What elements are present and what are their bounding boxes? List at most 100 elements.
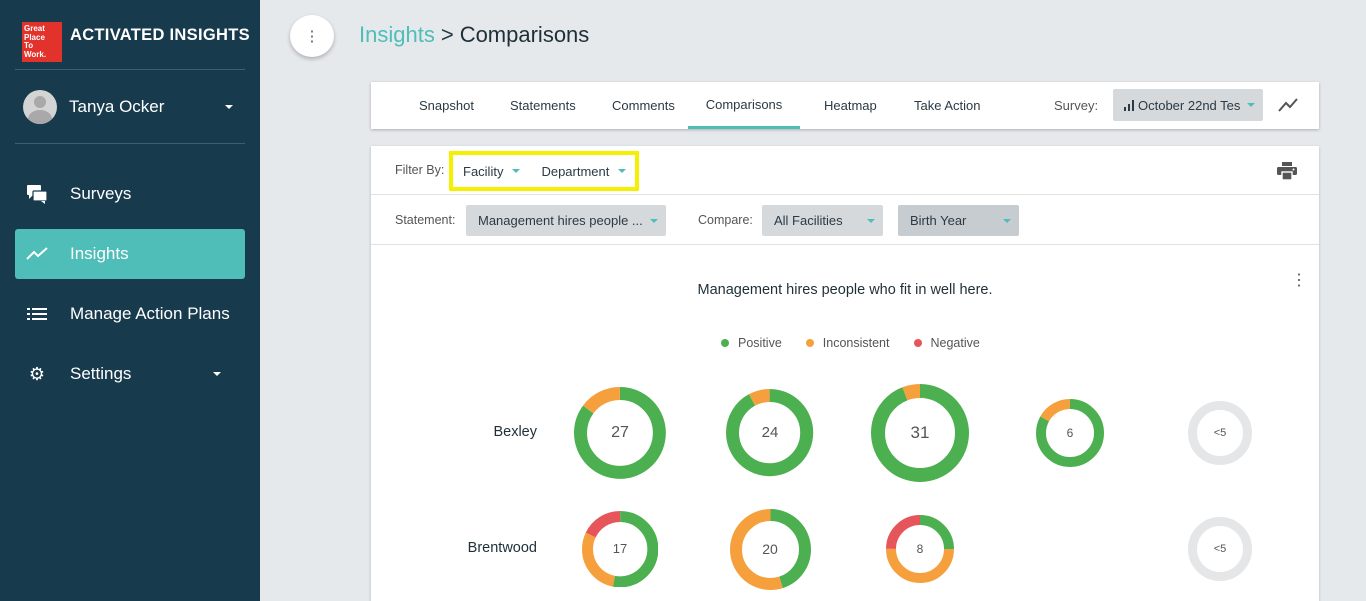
tab-take-action[interactable]: Take Action [914, 98, 981, 113]
survey-label: Survey: [1054, 98, 1099, 113]
compare-second-select[interactable]: Birth Year [898, 205, 1019, 236]
filter-row: Filter By: Facility Department [371, 146, 1319, 195]
printer-icon [1277, 162, 1297, 181]
donut-segment-inconsistent [726, 389, 814, 477]
vertical-dots-icon: ⋮ [1291, 272, 1307, 289]
avatar [23, 90, 57, 124]
donut-chart[interactable]: 31 [871, 384, 969, 482]
donut-count-label: 6 [1066, 426, 1074, 440]
tab-comparisons[interactable]: Comparisons [688, 82, 800, 129]
survey-value: October 22nd Tes [1138, 97, 1241, 113]
legend-item-negative: Negative [913, 336, 980, 350]
page-title: Comparisons [459, 22, 590, 47]
sidebar: Great Place To Work. ACTIVATED INSIGHTS … [0, 0, 260, 601]
tab-bar: Snapshot Statements Comments Comparisons… [371, 82, 1319, 129]
donut-chart[interactable]: 6 [1036, 399, 1104, 467]
donut-count-label: 17 [612, 541, 628, 557]
donut-chart[interactable]: 24 [726, 389, 814, 477]
chevron-down-icon [650, 219, 658, 223]
chevron-down-icon [1247, 103, 1255, 107]
donut-chart[interactable]: 8 [886, 515, 954, 583]
statement-select[interactable]: Management hires people ... [466, 205, 666, 236]
sidebar-item-insights[interactable]: Insights [15, 229, 245, 279]
filter-highlight-box: Facility Department [449, 151, 639, 191]
legend-item-inconsistent: Inconsistent [805, 336, 890, 350]
survey-select[interactable]: October 22nd Tes [1113, 89, 1263, 121]
chevron-down-icon [867, 219, 875, 223]
chevron-down-icon [213, 372, 221, 376]
chart-legend: Positive Inconsistent Negative [721, 336, 1004, 350]
donut-segment-inconsistent [1036, 399, 1104, 467]
comparisons-panel: Filter By: Facility Department Statement… [371, 146, 1319, 601]
sidebar-divider [15, 143, 245, 144]
breadcrumb-separator: > [440, 22, 454, 47]
breadcrumb-insights-link[interactable]: Insights [359, 22, 435, 47]
sidebar-item-label: Settings [70, 364, 132, 383]
statement-label: Statement: [395, 213, 456, 227]
tab-snapshot[interactable]: Snapshot [419, 98, 474, 113]
sidebar-divider [15, 69, 245, 70]
donut-chart[interactable]: <5 [1188, 401, 1252, 465]
donut-count-label: <5 [1213, 543, 1227, 555]
trend-chart-button[interactable] [1277, 94, 1299, 116]
filter-facility-dropdown[interactable]: Facility [463, 164, 521, 179]
donut-empty-ring [1188, 517, 1252, 581]
donut-count-label: 20 [762, 541, 778, 557]
sidebar-item-label: Manage Action Plans [70, 304, 230, 323]
legend-item-positive: Positive [721, 336, 782, 350]
chevron-down-icon [512, 169, 521, 173]
donut-chart[interactable]: 17 [581, 510, 659, 588]
chevron-down-icon [1003, 219, 1011, 223]
sidebar-item-label: Insights [70, 244, 129, 263]
donut-segment-negative [581, 510, 659, 588]
bar-chart-icon [1124, 100, 1134, 111]
donut-segment-negative [886, 515, 954, 583]
donut-empty-ring [1188, 401, 1252, 465]
brand: Great Place To Work. ACTIVATED INSIGHTS [22, 22, 250, 62]
donut-count-label: 24 [761, 424, 779, 442]
brand-name: ACTIVATED INSIGHTS [70, 26, 250, 44]
chat-bubbles-icon [25, 182, 49, 206]
row-label-bexley: Bexley [493, 424, 537, 440]
donut-segment-inconsistent [574, 387, 666, 479]
donut-segment-inconsistent [886, 515, 954, 583]
donut-segment-inconsistent [871, 384, 969, 482]
donut-chart[interactable]: 20 [729, 508, 811, 590]
donut-count-label: 31 [910, 423, 930, 442]
donut-count-label: 8 [916, 542, 924, 556]
filter-department-dropdown[interactable]: Department [541, 164, 627, 179]
donut-chart[interactable]: 27 [574, 387, 666, 479]
statement-row: Statement: Management hires people ... C… [371, 195, 1319, 245]
sidebar-item-manage-action-plans[interactable]: Manage Action Plans [15, 289, 245, 339]
compare-label: Compare: [698, 213, 753, 227]
user-menu[interactable]: Tanya Ocker [23, 90, 233, 124]
trend-line-icon [25, 242, 49, 266]
list-icon [25, 302, 49, 326]
sidebar-item-surveys[interactable]: Surveys [15, 169, 245, 219]
chevron-down-icon [225, 105, 233, 109]
vertical-dots-icon: ⋮ [304, 28, 320, 45]
legend-dot [721, 339, 729, 347]
legend-dot [805, 339, 814, 347]
chart-title: Management hires people who fit in well … [697, 282, 993, 298]
donut-count-label: 27 [611, 423, 629, 441]
gear-icon: ⚙ [28, 363, 46, 384]
donut-segment-inconsistent [729, 508, 811, 590]
filter-by-label: Filter By: [395, 163, 445, 177]
legend-dot [913, 339, 922, 347]
trend-line-icon [1278, 98, 1298, 112]
donut-chart[interactable]: <5 [1188, 517, 1252, 581]
user-name: Tanya Ocker [69, 97, 165, 116]
print-button[interactable] [1277, 162, 1297, 185]
row-label-brentwood: Brentwood [467, 540, 537, 556]
donut-count-label: <5 [1213, 427, 1227, 439]
compare-select[interactable]: All Facilities [762, 205, 883, 236]
more-menu-button[interactable]: ⋮ [290, 15, 334, 57]
great-place-to-work-logo: Great Place To Work. [22, 22, 62, 62]
tab-statements[interactable]: Statements [510, 98, 576, 113]
chevron-down-icon [618, 169, 627, 173]
sidebar-item-settings[interactable]: ⚙ Settings [15, 349, 245, 399]
chart-options-button[interactable]: ⋮ [1291, 270, 1307, 290]
tab-heatmap[interactable]: Heatmap [824, 98, 877, 113]
tab-comments[interactable]: Comments [612, 98, 675, 113]
